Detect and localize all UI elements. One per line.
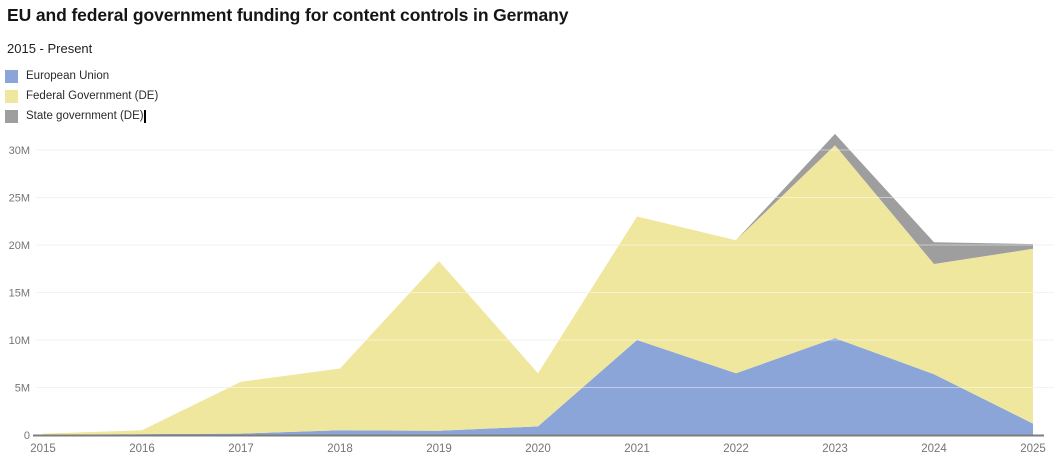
y-axis-tick-label: 0 (24, 430, 30, 442)
y-axis-tick-label: 30M (9, 145, 30, 157)
y-axis-tick-label: 20M (9, 240, 30, 252)
legend-swatch-federal-government (5, 89, 18, 103)
chart-subtitle: 2015 - Present (7, 41, 93, 56)
x-axis-tick-label: 2024 (921, 443, 947, 455)
legend-swatch-state-government (5, 109, 18, 123)
x-axis-tick-label: 2022 (723, 443, 749, 455)
legend-label: State government (DE) (26, 110, 144, 122)
legend-swatch-european-union (5, 69, 18, 83)
x-axis-tick-label: 2020 (525, 443, 551, 455)
y-axis-tick-label: 10M (9, 335, 30, 347)
legend-item-state-government[interactable]: State government (DE) (5, 106, 158, 126)
x-axis-tick-label: 2017 (228, 443, 254, 455)
x-axis-tick-label: 2016 (129, 443, 155, 455)
text-cursor (143, 109, 146, 123)
x-axis-tick-label: 2019 (426, 443, 452, 455)
legend-label: European Union (26, 70, 110, 82)
x-axis-tick-label: 2015 (30, 443, 56, 455)
legend-item-european-union[interactable]: European Union (5, 66, 158, 86)
chart-title: EU and federal government funding for co… (7, 5, 569, 25)
area-federal-government-de[interactable] (43, 145, 1033, 435)
area-european-union[interactable] (43, 338, 1033, 435)
legend: European Union Federal Government (DE) S… (5, 66, 158, 126)
y-axis-tick-label: 5M (15, 383, 30, 395)
x-axis-tick-label: 2018 (327, 443, 353, 455)
x-axis-tick-label: 2023 (822, 443, 848, 455)
y-axis-tick-label: 15M (9, 288, 30, 300)
x-axis-tick-label: 2021 (624, 443, 650, 455)
y-axis-tick-label: 25M (9, 193, 30, 205)
x-axis-tick-label: 2025 (1020, 443, 1046, 455)
legend-label: Federal Government (DE) (26, 90, 159, 102)
legend-item-federal-government[interactable]: Federal Government (DE) (5, 86, 158, 106)
